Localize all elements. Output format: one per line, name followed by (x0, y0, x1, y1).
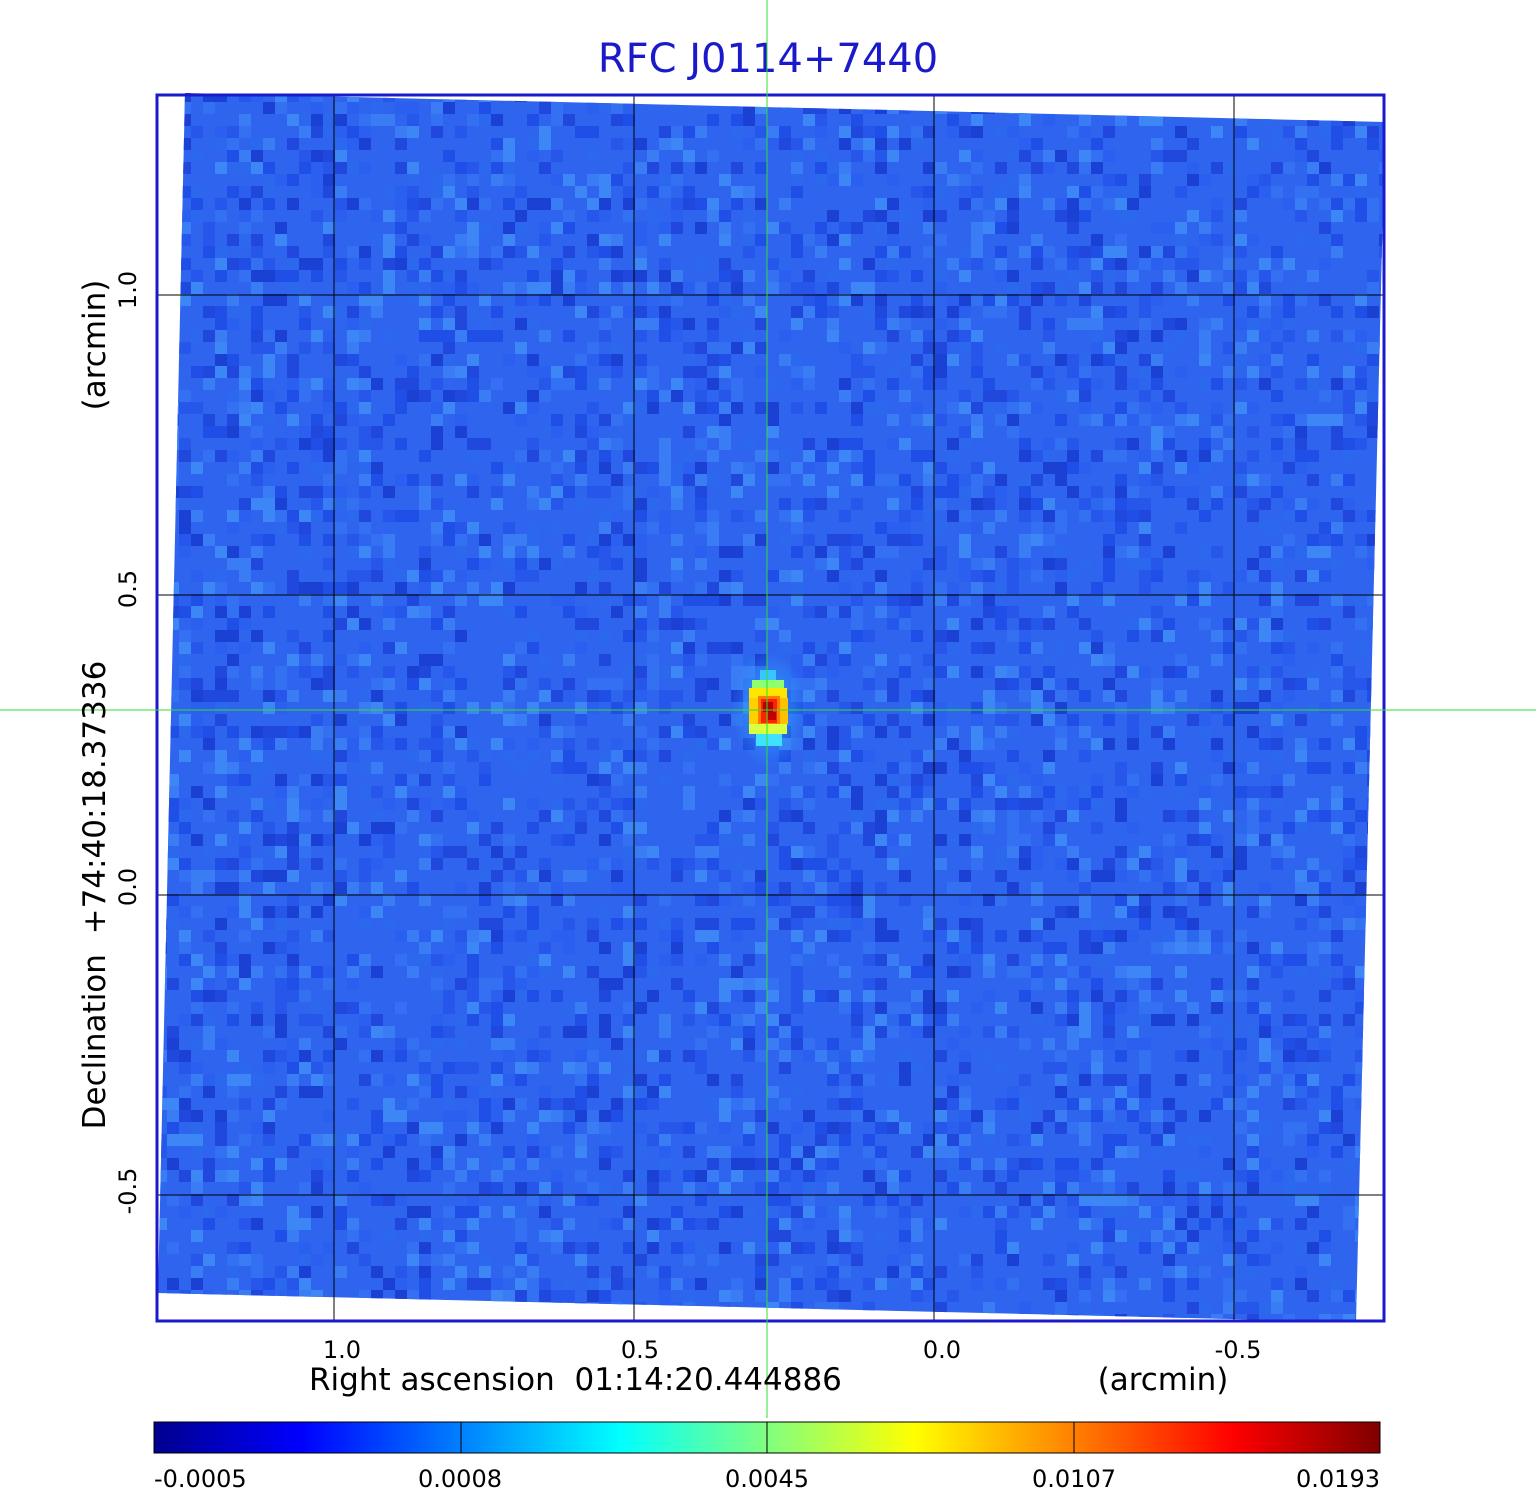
coordinate-grid (157, 95, 1384, 1320)
colorbar-tick-label: 0.0045 (725, 1465, 809, 1493)
x-axis-unit: (arcmin) (1098, 1362, 1229, 1398)
y-tick-label: 0.0 (114, 868, 142, 906)
x-axis-label: Right ascension 01:14:20.444886 (309, 1362, 842, 1398)
sky-map (158, 93, 1385, 1322)
x-tick-label: 0.5 (621, 1336, 659, 1364)
colorbar-tick-label: -0.0005 (154, 1465, 247, 1493)
plot-frame (155, 93, 1386, 1323)
noise-pixels (158, 93, 1385, 1322)
x-tick-labels: 1.0 0.5 0.0 -0.5 (323, 1336, 1262, 1364)
x-tick-label: 0.0 (923, 1336, 961, 1364)
crosshair (0, 0, 1536, 1418)
source-pixels (749, 670, 788, 746)
y-axis-unit: (arcmin) (77, 280, 113, 411)
y-tick-label: 1.0 (114, 271, 142, 309)
colorbar-tick-label: 0.0193 (1296, 1465, 1380, 1493)
colorbar-tick-label: 0.0107 (1032, 1465, 1116, 1493)
y-tick-label: 0.5 (114, 570, 142, 608)
colorbar: -0.0005 0.0008 0.0045 0.0107 0.0193 (153, 1421, 1381, 1493)
x-tick-label: -0.5 (1215, 1336, 1262, 1364)
colorbar-tick-label: 0.0008 (418, 1465, 502, 1493)
y-tick-label: -0.5 (114, 1168, 142, 1215)
image-title: RFC J0114+7440 (598, 36, 938, 82)
y-tick-labels: 1.0 0.5 0.0 -0.5 (114, 271, 142, 1215)
x-tick-label: 1.0 (323, 1336, 361, 1364)
y-axis-label: Declination +74:40:18.37336 (77, 661, 113, 1130)
